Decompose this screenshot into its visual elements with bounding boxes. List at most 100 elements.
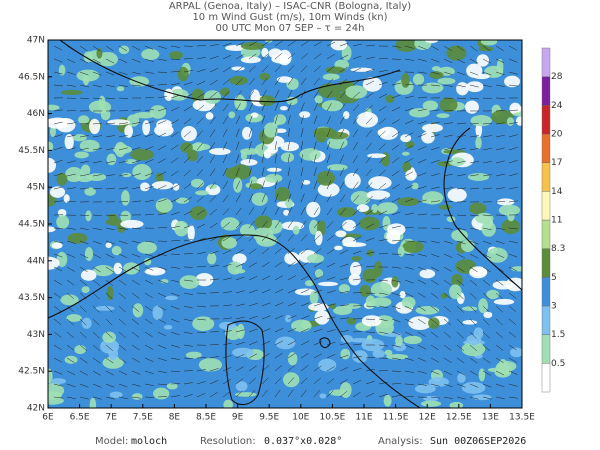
wind-barb [300,115,304,125]
wind-barb [66,383,76,388]
wind-barb [365,209,374,216]
wind-barb [326,41,336,47]
wind-barb [196,45,206,47]
field-patch [116,86,125,92]
wind-barb [469,266,478,273]
wind-barb [261,261,270,268]
wind-barb [417,71,427,74]
wind-barb [482,383,492,388]
wind-barb [495,292,504,300]
wind-barb [131,370,141,375]
colorbar-segment [541,248,551,278]
wind-barb [404,253,414,256]
wind-barb [170,71,180,73]
wind-barb [170,305,180,310]
wind-barb [235,115,241,125]
wind-barb [118,292,127,300]
field-patch [421,131,435,144]
wind-barb [326,78,334,86]
field-patch [156,119,173,130]
field-patch [422,82,444,94]
wind-barb [196,130,204,138]
wind-barb [274,365,283,372]
wind-barb [261,248,270,255]
wind-barb [443,370,453,376]
wind-barb [222,249,232,255]
wind-barb [261,328,271,333]
wind-barb [196,80,206,86]
wind-barb [170,131,179,138]
field-patch [415,306,440,315]
field-patch [113,262,123,275]
wind-barb [443,331,452,339]
wind-barb [144,266,154,271]
field-patch [399,290,406,299]
wind-barb [456,344,465,351]
wind-barb [79,214,89,216]
wind-barb [196,381,206,385]
wind-barb [339,141,344,151]
lon-label: 9.5E [259,413,279,423]
wind-barb [508,253,518,258]
wind-barb [183,224,193,229]
wind-barb [326,290,336,294]
wind-barb [313,65,321,73]
wind-barb [456,253,466,259]
field-patch [96,48,103,59]
wind-barb [183,156,191,164]
wind-barb [482,160,492,164]
field-patch [446,45,467,61]
wind-barb [196,292,206,294]
wind-barb [157,84,167,86]
wind-barb [365,251,375,255]
wind-barb [53,58,63,63]
wind-barb [79,45,88,52]
field-patch [371,297,392,308]
wind-barb [66,305,74,313]
wind-barb [274,328,284,333]
wind-barb [287,315,297,320]
wind-barb [378,69,388,73]
wind-barb [482,370,492,376]
wind-barb [469,214,479,217]
wind-barb [378,81,388,86]
wind-barb [131,344,140,351]
wind-barb [352,250,362,255]
wind-barb [183,357,193,359]
wind-barb [417,120,427,125]
field-patch [468,202,487,215]
field-patch [318,281,338,287]
wind-barb [326,207,333,216]
wind-barb [443,187,453,190]
wind-barb [66,357,75,363]
wind-barb [287,288,297,294]
wind-barb [482,71,492,76]
wind-barb [339,317,349,320]
wind-barb [391,144,400,151]
wind-barb [235,290,245,294]
wind-barb [339,154,344,164]
wind-barb [274,193,279,203]
wind-barb [235,194,241,203]
wind-barb [404,212,414,216]
wind-barb [391,225,401,229]
wind-barb [326,141,331,151]
wind-barb [482,227,492,231]
wind-barb [352,116,359,125]
wind-barb [482,58,492,64]
field-patch [79,139,100,152]
wind-barb [443,58,453,63]
field-patch [265,40,273,43]
field-patch [314,269,324,278]
wind-barb [157,45,167,49]
field-patch [506,117,515,126]
wind-barb [339,304,349,307]
lon-label: 9E [232,413,244,423]
field-patch [414,40,432,51]
wind-barb [404,132,414,138]
wind-barb [79,305,87,313]
field-patch [511,266,522,272]
wind-barb [300,275,310,281]
wind-barb [352,367,362,372]
field-patch [279,106,288,111]
